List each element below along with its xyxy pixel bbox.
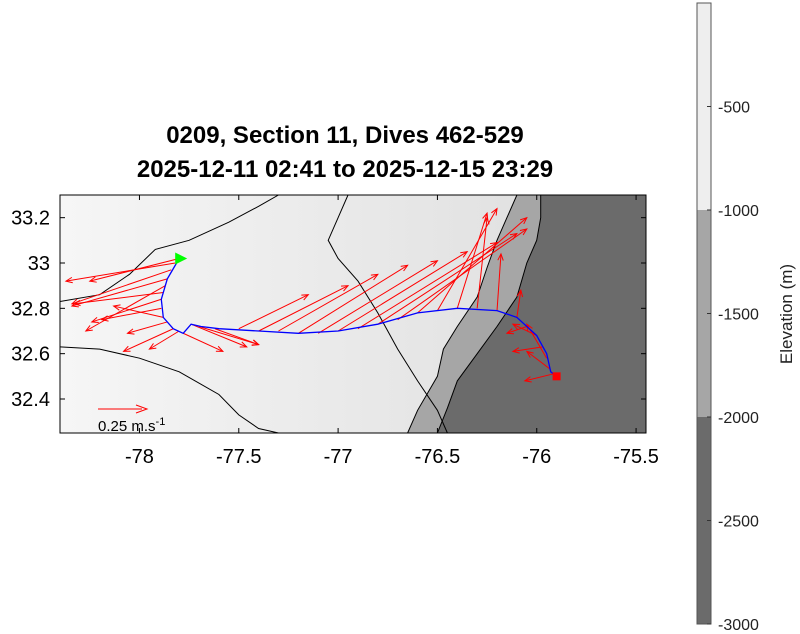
vector-17 — [258, 285, 350, 332]
plot-frame — [59, 194, 647, 434]
start-marker — [175, 252, 188, 265]
vector-1 — [64, 262, 176, 284]
vector-33 — [511, 346, 543, 354]
vector-35 — [525, 350, 551, 370]
x-tick-label: -77 — [324, 446, 353, 468]
vector-11 — [148, 330, 180, 350]
contour-line-2 — [327, 195, 448, 433]
colorbar-label: Elevation (m) — [777, 264, 796, 364]
vector-9 — [126, 321, 168, 335]
vector-20 — [317, 260, 439, 334]
vector-5 — [72, 291, 164, 307]
y-tick-label: 32.4 — [11, 389, 50, 411]
vector-16 — [238, 294, 310, 330]
title-line-1: 0209, Section 11, Dives 462-529 — [166, 122, 524, 149]
vector-26 — [436, 207, 498, 311]
scale-arrow-head — [135, 404, 149, 414]
vector-28 — [476, 216, 490, 309]
contour-line-1 — [60, 346, 279, 433]
vector-25 — [417, 216, 528, 314]
colorbar-tick-label: -1500 — [718, 307, 759, 324]
colorbar-band-1 — [697, 210, 711, 417]
vector-7 — [100, 307, 162, 322]
title-line-2: 2025-12-11 02:41 to 2025-12-15 23:29 — [137, 156, 553, 183]
y-tick-label: 32.6 — [11, 344, 50, 366]
colorbar-band-2 — [697, 417, 711, 624]
scale-arrow-label: 0.25 m.s-1 — [98, 416, 165, 435]
bathymetry — [60, 195, 646, 433]
contour-line-3 — [407, 195, 518, 433]
x-tick-label: -76.5 — [415, 446, 461, 468]
vector-18 — [278, 273, 379, 332]
x-tick-label: -78 — [125, 446, 154, 468]
current-vectors — [64, 207, 553, 383]
scale-arrow: 0.25 m.s-1 — [98, 404, 165, 435]
y-tick-label: 32.8 — [11, 298, 50, 320]
vector-30 — [516, 288, 524, 318]
depth-contours — [60, 195, 542, 433]
colorbar-tick-label: -2500 — [718, 514, 759, 531]
colorbar-tick-label: -1000 — [718, 203, 759, 220]
vector-36 — [523, 373, 553, 383]
map-panel: -78 -77.5 -77 -76.5 -76 -75.5 32.432.632.8333… — [11, 194, 659, 468]
deep-zone — [437, 195, 646, 433]
vector-8 — [112, 304, 164, 318]
y-tick-label: 33 — [28, 253, 50, 275]
x-axis: -78 -77.5 -77 -76.5 -76 -75.5 — [125, 195, 659, 468]
y-axis: 32.4 32.6 32.8 33 33.2 — [11, 208, 646, 411]
contour-line-4 — [436, 195, 542, 433]
colorbar-tick-label: -3000 — [718, 617, 759, 634]
colorbar-bands — [697, 3, 711, 624]
y-tick-label: 33.2 — [11, 208, 50, 230]
glider-track — [160, 258, 557, 377]
x-tick-label: -76 — [522, 446, 551, 468]
vector-10 — [122, 328, 174, 352]
vector-21 — [337, 250, 469, 332]
vector-12 — [182, 332, 225, 352]
vector-29 — [496, 252, 504, 311]
track-line — [160, 258, 557, 377]
x-tick-label: -77.5 — [216, 446, 262, 468]
colorbar-ticks: -500 -1000 -1500 -2000 -2500 -3000 — [707, 100, 759, 634]
contour-line-0 — [60, 195, 279, 302]
x-tick-label: -75.5 — [613, 446, 659, 468]
vector-15 — [214, 328, 260, 346]
vector-19 — [298, 264, 409, 334]
colorbar: -500 -1000 -1500 -2000 -2500 -3000 Elevation … — [696, 2, 796, 634]
colorbar-band-0 — [697, 3, 711, 210]
colorbar-tick-label: -2000 — [718, 410, 759, 427]
vector-13 — [190, 323, 248, 348]
colorbar-tick-label: -500 — [718, 100, 750, 117]
track-markers — [175, 252, 561, 381]
end-marker — [552, 372, 561, 381]
vector-31 — [505, 325, 527, 335]
